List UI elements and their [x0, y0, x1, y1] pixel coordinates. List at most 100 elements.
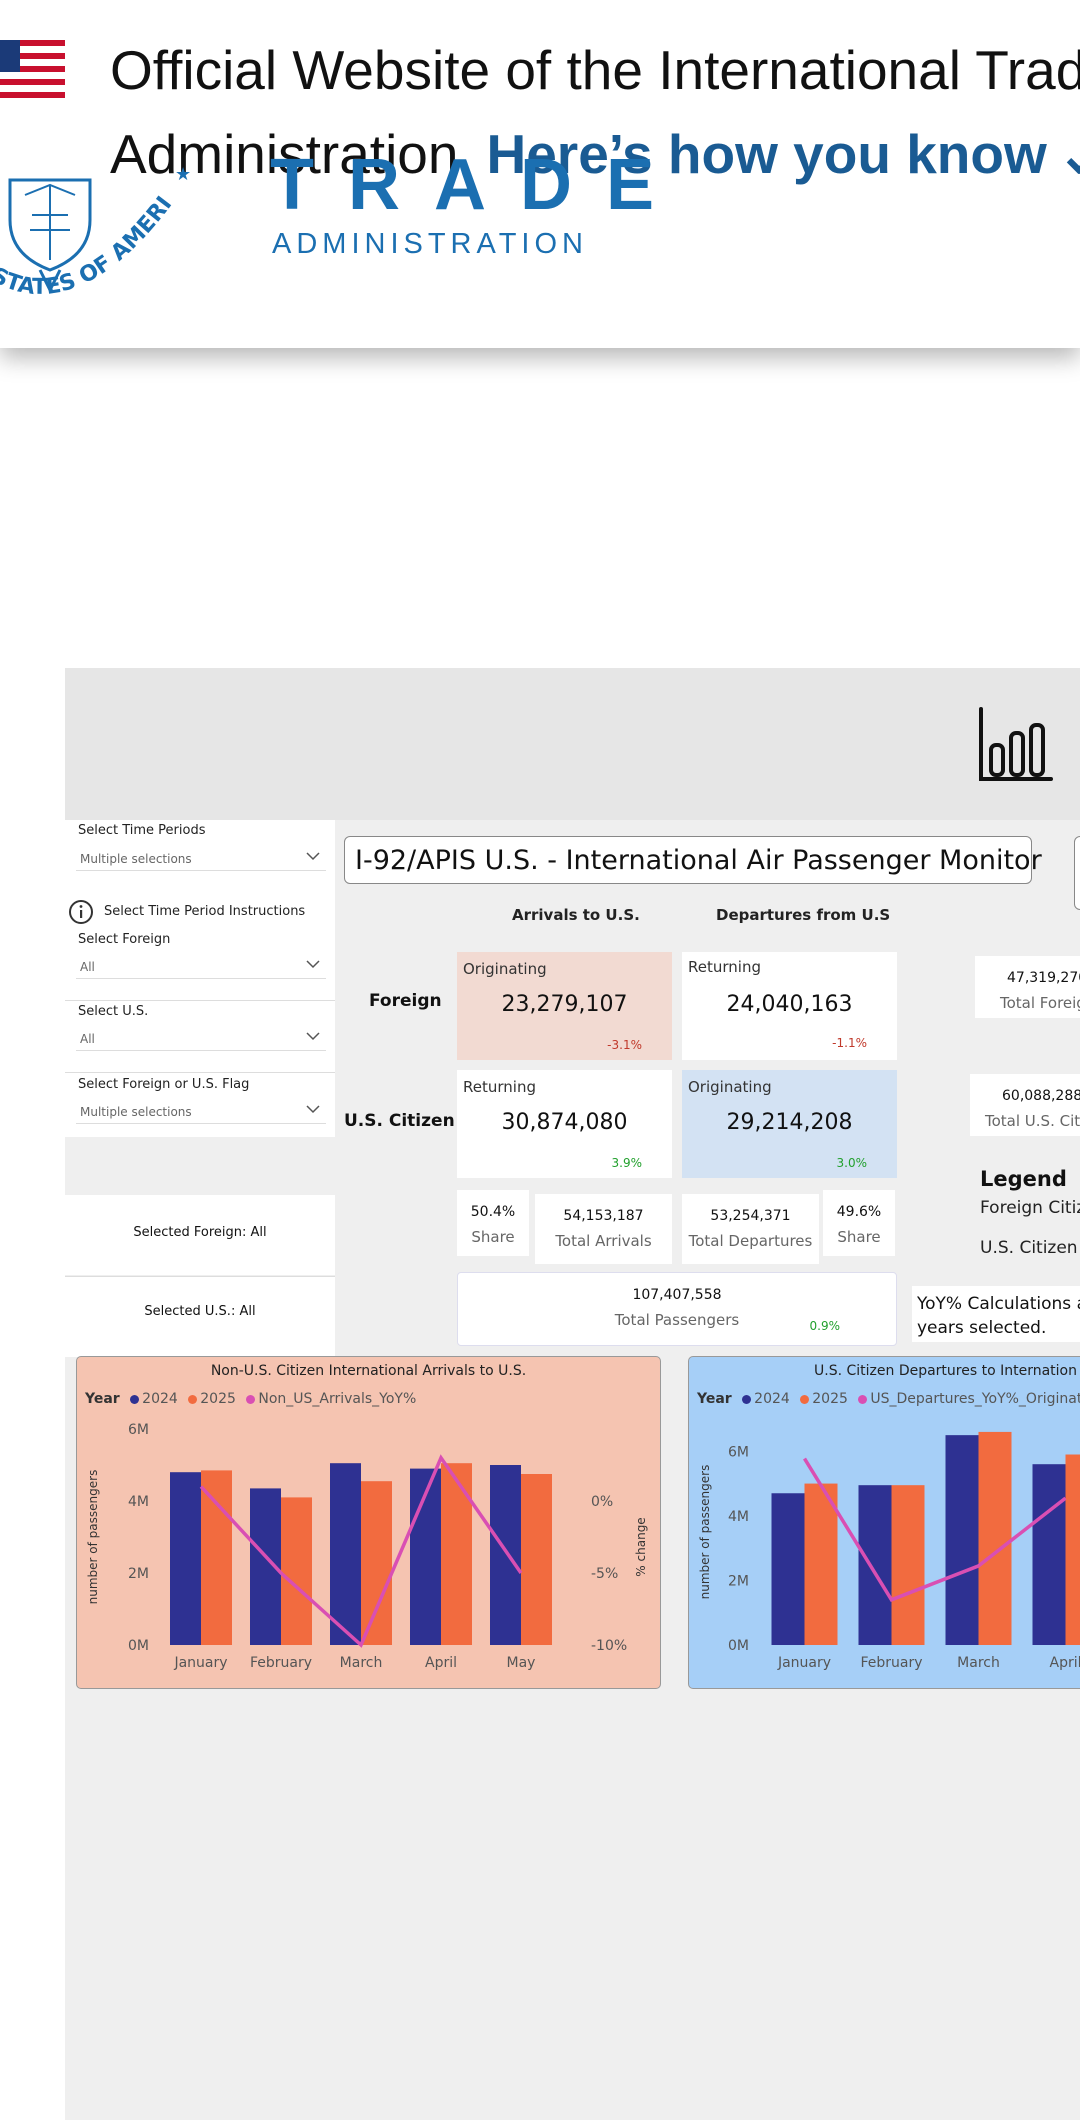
- total-passengers-label: Total Passengers: [614, 1311, 740, 1329]
- legend-title: Legend: [980, 1167, 1067, 1191]
- foreign-dropdown[interactable]: All: [76, 956, 326, 979]
- x-tick-label: April: [425, 1655, 457, 1671]
- x-tick-label: January: [173, 1655, 227, 1671]
- us-value: All: [80, 1032, 95, 1046]
- y-tick-label: 4M: [728, 1509, 749, 1525]
- us-label: Select U.S.: [78, 1004, 149, 1019]
- total-arrivals-label: Total Arrivals: [555, 1232, 652, 1250]
- flag-dropdown[interactable]: Multiple selections: [76, 1101, 326, 1124]
- bar-2025: [978, 1431, 1012, 1645]
- time-periods-label: Select Time Periods: [78, 823, 206, 838]
- us-dropdown[interactable]: All: [76, 1028, 326, 1051]
- selected-foreign-card: Selected Foreign: All: [65, 1195, 335, 1275]
- card-value: 24,040,163: [726, 992, 853, 1017]
- card-label: Returning: [688, 958, 761, 976]
- bar-2024: [858, 1485, 892, 1645]
- chevron-down-icon[interactable]: ⌄: [1056, 123, 1080, 185]
- yoy-note: YoY% Calculations ar years selected.: [912, 1286, 1080, 1342]
- total-arrivals-card: 54,153,187 Total Arrivals: [535, 1194, 672, 1264]
- legend-year-label: Year: [697, 1391, 732, 1407]
- legend-2024: 2024: [754, 1391, 790, 1407]
- card-us-arrivals: Returning 30,874,080 3.9%: [457, 1070, 672, 1178]
- divider: [65, 1072, 335, 1073]
- y-tick-label: 4M: [128, 1494, 149, 1510]
- bar-2025: [521, 1474, 552, 1645]
- x-tick-label: February: [250, 1655, 312, 1671]
- card-us-departures: Originating 29,214,208 3.0%: [682, 1070, 897, 1178]
- chevron-down-icon: [306, 852, 320, 861]
- info-icon[interactable]: [68, 899, 94, 925]
- legend-dot-2025: [188, 1394, 198, 1404]
- chevron-down-icon: [306, 1032, 320, 1041]
- card-pct: -3.1%: [607, 1038, 642, 1052]
- svg-text:★: ★: [175, 164, 191, 185]
- bar-2025: [804, 1483, 838, 1645]
- total-departures-value: 53,254,371: [710, 1208, 791, 1224]
- card-foreign-departures: Returning 24,040,163 -1.1%: [682, 952, 897, 1060]
- card-label: Returning: [463, 1078, 536, 1096]
- bar-2024: [945, 1435, 979, 1645]
- legend-dot-2025: [800, 1394, 810, 1404]
- total-us-value: 60,088,288: [1002, 1088, 1080, 1104]
- y-axis-label: number of passengers: [86, 1470, 100, 1605]
- chevron-down-icon: [306, 1105, 320, 1114]
- selected-foreign-text: Selected Foreign: All: [133, 1225, 267, 1240]
- gov-banner-line2-text: Administration: [110, 123, 459, 185]
- site-header: Official Website of the International Tr…: [0, 0, 1080, 348]
- card-value: 30,874,080: [501, 1110, 628, 1135]
- y2-tick-label: -5%: [591, 1566, 618, 1582]
- legend-dot-2024: [130, 1394, 140, 1404]
- x-tick-label: May: [507, 1655, 536, 1671]
- time-period-instructions[interactable]: Select Time Period Instructions: [104, 904, 306, 919]
- bar-2024: [490, 1465, 521, 1645]
- yoy-note-line1: YoY% Calculations ar: [917, 1294, 1080, 1314]
- card-pct: -1.1%: [832, 1036, 867, 1050]
- legend-yoy: Non_US_Arrivals_YoY%: [258, 1391, 417, 1407]
- total-us-label: Total U.S. Citizen: [985, 1112, 1080, 1130]
- time-periods-value: Multiple selections: [80, 852, 192, 866]
- card-pct: 3.9%: [611, 1156, 643, 1170]
- legend-item-us: U.S. Citizen D: [980, 1238, 1080, 1258]
- time-periods-dropdown[interactable]: Multiple selections: [76, 848, 326, 871]
- heres-how-you-know-link[interactable]: Here’s how you know: [486, 123, 1047, 185]
- yoy-line: [803, 1457, 1067, 1602]
- chevron-down-icon: [306, 960, 320, 969]
- total-departures-label: Total Departures: [688, 1232, 813, 1250]
- bar-chart-icon[interactable]: [975, 705, 1055, 785]
- y-tick-label: 6M: [728, 1444, 749, 1460]
- legend-2025: 2025: [200, 1391, 236, 1407]
- x-tick-label: April: [1050, 1655, 1080, 1671]
- share-arrivals-value: 50.4%: [470, 1204, 516, 1220]
- gov-banner-line2: Administration Here’s how you know ⌄: [110, 112, 1080, 196]
- total-us-card: 60,088,288 Total U.S. Citizen: [970, 1074, 1080, 1136]
- selected-us-text: Selected U.S.: All: [144, 1304, 256, 1319]
- ita-seal-icon: ★ STATES OF AMERICA: [0, 140, 191, 300]
- total-foreign-label: Total Foreign: [1000, 994, 1080, 1012]
- selected-us-card: Selected U.S.: All: [65, 1276, 335, 1357]
- logo-title: TRADE: [270, 155, 688, 217]
- total-departures-card: 53,254,371 Total Departures: [682, 1194, 819, 1264]
- gov-banner-line1: Official Website of the International Tr…: [110, 39, 1080, 101]
- flag-value: Multiple selections: [80, 1105, 192, 1119]
- flag-label: Select Foreign or U.S. Flag: [78, 1077, 250, 1092]
- legend-dot-yoy: [246, 1394, 256, 1404]
- y2-axis-label: % change: [634, 1517, 648, 1576]
- y-tick-label: 0M: [728, 1638, 749, 1654]
- legend-year-label: Year: [85, 1391, 120, 1407]
- chart-title: U.S. Citizen Departures to Internation: [814, 1363, 1077, 1379]
- chart-plot: 0M 2M 4M 6M number of passengers January Febru…: [698, 1431, 1080, 1671]
- x-tick-label: March: [957, 1655, 1000, 1671]
- x-tick-label: February: [860, 1655, 922, 1671]
- card-label: Originating: [688, 1078, 772, 1096]
- y-tick-label: 0M: [128, 1638, 149, 1654]
- title-side-button[interactable]: [1074, 836, 1080, 910]
- y2-tick-label: -10%: [591, 1638, 627, 1654]
- col-departures: Departures from U.S: [716, 906, 891, 924]
- chart-plot: 0M 2M 4M 6M -10% -5% 0% number of passengers % c…: [86, 1422, 648, 1671]
- share-arrivals-label: Share: [471, 1228, 515, 1246]
- total-passengers-pct: 0.9%: [809, 1319, 841, 1333]
- chart-legend: Year 2024 2025 US_Departures_YoY%_Origin…: [697, 1391, 1080, 1407]
- legend-2025: 2025: [812, 1391, 848, 1407]
- chart-legend: Year 2024 2025 Non_US_Arrivals_YoY%: [85, 1391, 416, 1407]
- share-departures-value: 49.6%: [836, 1204, 882, 1220]
